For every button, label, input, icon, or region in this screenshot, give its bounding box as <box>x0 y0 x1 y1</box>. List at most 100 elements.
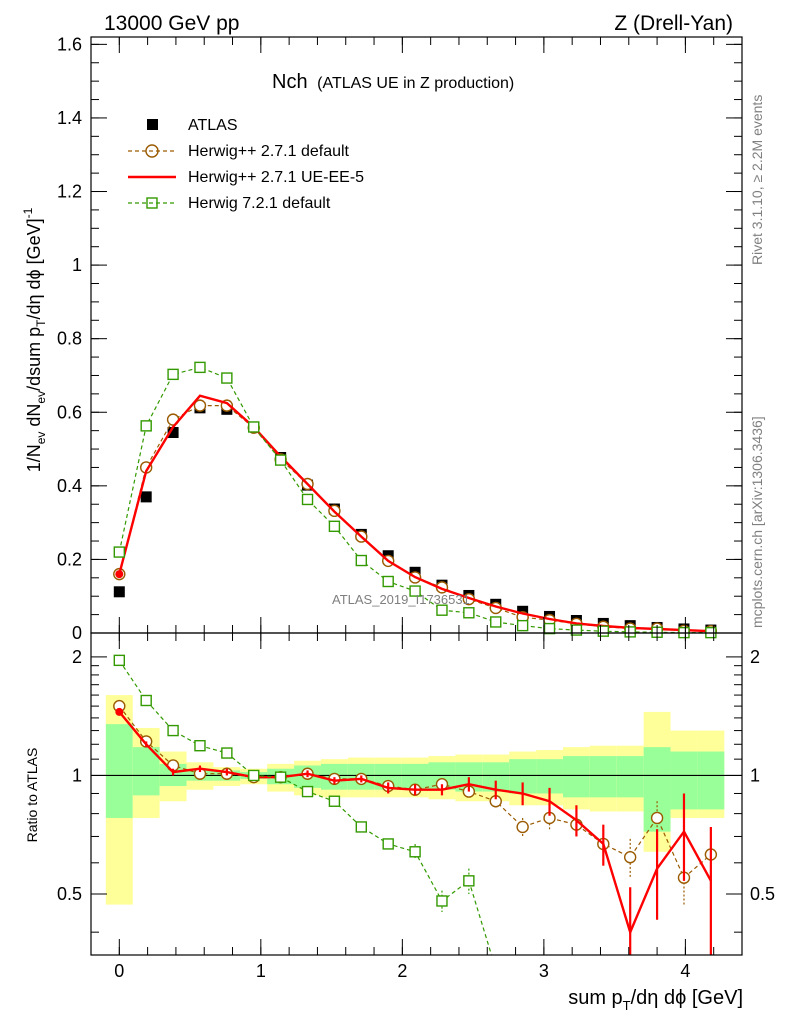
ylabel-part: 1/N <box>24 444 44 472</box>
y-tick-label-bottom: 1 <box>72 765 82 785</box>
marker-herwigpp-default-15 <box>516 820 529 834</box>
y-tick-label-top: 1.6 <box>57 34 82 54</box>
marker-herwig7-10 <box>382 575 394 588</box>
marker-herwig7-2 <box>167 724 179 737</box>
analysis-watermark: ATLAS_2019_I1736531 <box>332 592 470 607</box>
marker-herwig7-10 <box>382 838 394 850</box>
marker-herwig7-2 <box>167 368 179 381</box>
marker-herwig7-18 <box>597 625 610 637</box>
series-line-herwig-2-7-1-ue-ee-5-ratio <box>118 711 712 936</box>
marker-herwig7-5 <box>248 421 260 433</box>
marker-herwig7-14 <box>490 616 502 628</box>
y-axis-label-top: 1/Nev dNev/dsum pT/dη dϕ [GeV]-1 <box>21 207 48 472</box>
axes: 0 1 2 3 4 0 0.2 0.4 0.6 0.8 1 1.2 1.4 1.6 0.5 0.5 1 1 2 2 <box>57 34 775 981</box>
legend: ATLAS Herwig++ 2.7.1 default Herwig++ 2.… <box>128 117 364 212</box>
legend-herwig7-marker <box>146 197 158 209</box>
marker-herwig7-3 <box>194 739 206 752</box>
y-tick-label-top: 0.6 <box>57 402 82 422</box>
ylabel-part: dN <box>24 404 44 432</box>
marker-herwig7-1 <box>140 694 152 707</box>
marker-herwig7-11 <box>409 585 421 597</box>
marker-ueee5-0 <box>115 707 124 716</box>
marker-herwig7-7 <box>301 493 314 506</box>
ylabel-part: /dsum p <box>24 327 44 391</box>
atlas-point-1 <box>140 491 152 503</box>
mcplots-reference-text: mcplots.cern.ch [arXiv:1306.3436] <box>749 416 765 628</box>
atlas-point-2 <box>167 426 179 438</box>
marker-herwig7-8 <box>328 520 341 533</box>
band-inner-0 <box>105 724 133 818</box>
ylabel-sub: T <box>34 319 48 327</box>
series-line-herwig-7-2-1-default-ratio <box>118 660 493 956</box>
marker-herwig7-6 <box>274 454 287 466</box>
legend-atlas-label: ATLAS <box>188 117 238 134</box>
header-right: Z (Drell-Yan) <box>614 12 733 35</box>
ratio-uncertainty-bands <box>91 695 742 905</box>
marker-herwigpp-default-19 <box>623 851 637 864</box>
legend-herwigpp-ueee5-label: Herwig++ 2.7.1 UE-EE-5 <box>188 169 364 186</box>
xlabel-sub: T <box>623 998 631 1013</box>
ylabel-sub: ev <box>34 391 48 404</box>
marker-herwig7-15 <box>516 619 529 632</box>
x-tick-label: 1 <box>256 961 266 981</box>
atlas-point-0 <box>113 586 125 598</box>
marker-herwig7-9 <box>355 821 368 833</box>
y-tick-label-top: 0 <box>72 623 82 643</box>
marker-herwig7-11 <box>409 846 421 858</box>
marker-herwig7-7 <box>301 785 314 798</box>
y-tick-label-bottom: 2 <box>72 647 82 667</box>
legend-herwigpp-default-marker <box>145 144 159 158</box>
marker-herwig7-16 <box>543 622 556 635</box>
marker-herwig7-19 <box>624 626 636 638</box>
bottom-frame <box>90 632 743 956</box>
rivet-version-text: Rivet 3.1.10, ≥ 2.2M events <box>749 95 765 265</box>
ylabel-sup: -1 <box>21 207 35 218</box>
plot-title: Nch (ATLAS UE in Z production) <box>272 71 514 93</box>
marker-herwig7-8 <box>328 795 341 807</box>
y-tick-label-top: 1 <box>72 255 82 275</box>
x-tick-label: 2 <box>397 961 407 981</box>
header-left: 13000 GeV pp <box>104 12 239 35</box>
plot-title-sub: (ATLAS UE in Z production) <box>317 75 514 92</box>
legend-herwig7-label: Herwig 7.2.1 default <box>188 195 331 212</box>
y-tick-label-top: 0.8 <box>57 329 82 349</box>
ylabel-sub: ev <box>34 432 48 445</box>
y-tick-label-top: 0.2 <box>57 549 82 569</box>
marker-herwig7-9 <box>355 554 368 567</box>
y-tick-label-top: 0.4 <box>57 476 82 496</box>
ylabel-part: /dη dϕ [GeV] <box>24 218 44 319</box>
legend-atlas-marker <box>147 119 158 130</box>
xlabel-part: /dη dϕ [GeV] <box>631 987 743 1009</box>
marker-herwig7-0 <box>113 654 126 667</box>
marker-herwig7-12 <box>436 895 448 907</box>
x-tick-label: 4 <box>680 961 690 981</box>
band-inner-22 <box>697 751 725 810</box>
marker-herwig7-17 <box>570 624 583 636</box>
marker-herwig7-1 <box>140 420 152 432</box>
y-tick-label-bottom: 0.5 <box>57 884 82 904</box>
marker-herwig7-13 <box>463 875 475 887</box>
x-tick-label: 3 <box>539 961 549 981</box>
band-inner-17 <box>562 756 590 798</box>
band-inner-16 <box>536 759 563 794</box>
legend-herwigpp-default-label: Herwig++ 2.7.1 default <box>188 143 350 160</box>
plot-title-main: Nch <box>272 71 308 93</box>
y-tick-label-bottom-right: 0.5 <box>750 884 775 904</box>
ratio-plot <box>113 654 718 956</box>
marker-herwig7-0 <box>113 546 126 558</box>
y-tick-label-top: 1.2 <box>57 182 82 202</box>
y-axis-label-bottom: Ratio to ATLAS <box>24 748 40 843</box>
marker-herwig7-12 <box>436 604 448 616</box>
y-tick-label-top: 1.4 <box>57 108 82 128</box>
main-plot <box>113 361 718 639</box>
marker-herwig7-3 <box>194 361 206 374</box>
marker-herwigpp-default-3 <box>193 399 207 412</box>
marker-ueee5-0 <box>115 570 124 579</box>
y-tick-label-bottom-right: 2 <box>750 647 760 667</box>
band-inner-19 <box>616 756 644 798</box>
y-tick-label-bottom-right: 1 <box>750 765 760 785</box>
band-inner-18 <box>589 756 617 798</box>
x-tick-label: 0 <box>114 961 124 981</box>
marker-herwig7-6 <box>274 771 287 783</box>
